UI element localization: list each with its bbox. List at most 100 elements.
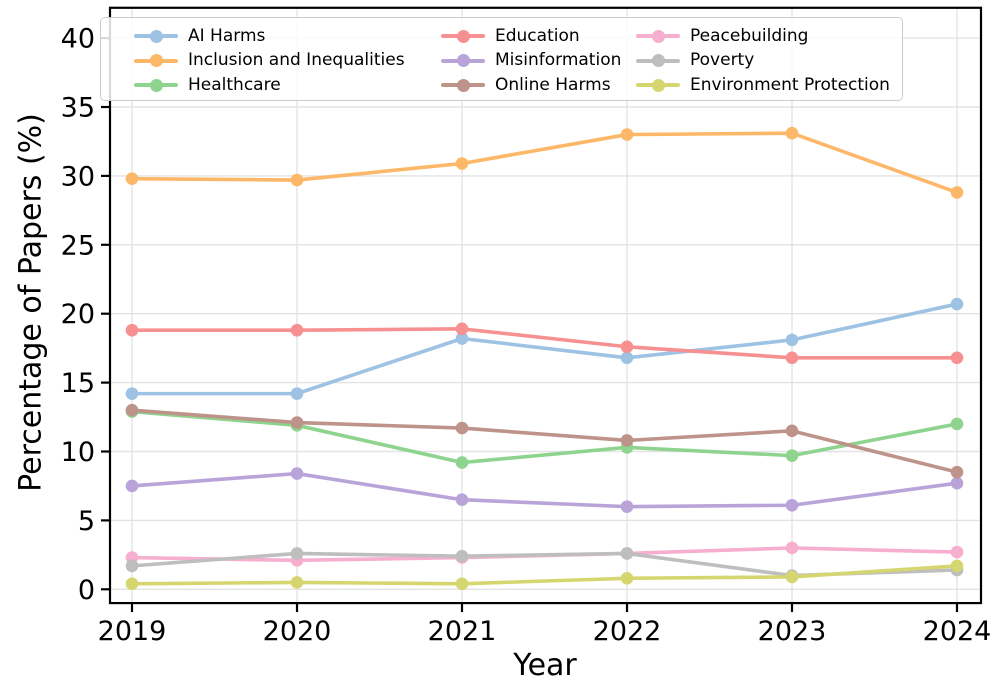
legend-label-poverty: Poverty	[690, 50, 755, 71]
data-point-environment-protection	[620, 571, 634, 585]
data-point-ai-harms	[290, 387, 304, 400]
legend-label-ai-harms: AI Harms	[188, 25, 266, 46]
series-line-online-harms	[130, 408, 959, 474]
data-point-ai-harms	[785, 333, 799, 347]
legend-label-healthcare: Healthcare	[188, 74, 281, 95]
x-tick-label: 2021	[428, 616, 497, 647]
data-point-ai-harms	[455, 332, 469, 345]
data-point-inclusion-and-inequalities	[620, 128, 634, 141]
data-point-peacebuilding	[785, 541, 799, 555]
legend-dot-icon	[149, 29, 163, 43]
data-point-online-harms	[785, 424, 799, 438]
data-point-education	[785, 351, 799, 365]
data-point-poverty	[620, 547, 634, 560]
legend-dot-icon	[651, 78, 665, 92]
x-tick-label: 2020	[263, 616, 332, 647]
x-tick-label: 2024	[923, 616, 992, 647]
data-point-online-harms	[290, 416, 304, 429]
legend-entry-ai-harms: AI Harms	[134, 25, 441, 46]
legend-dot-icon	[651, 54, 665, 68]
data-point-ai-harms	[950, 297, 964, 311]
data-point-environment-protection	[785, 570, 799, 584]
series-line-misinformation	[130, 471, 959, 509]
data-point-environment-protection	[950, 559, 964, 573]
data-point-online-harms	[125, 403, 139, 417]
y-tick-label: 5	[78, 506, 95, 537]
legend-entry-misinformation: Misinformation	[441, 52, 636, 69]
data-point-peacebuilding	[950, 545, 964, 559]
legend-label-education: Education	[495, 25, 580, 46]
x-axis-label: Year	[513, 648, 577, 683]
data-point-education	[290, 323, 304, 337]
x-tick-label: 2023	[758, 616, 827, 647]
data-point-online-harms	[950, 465, 964, 479]
legend-marker-icon-peacebuilding	[636, 29, 680, 43]
data-point-education	[950, 351, 964, 365]
legend-dot-icon	[456, 29, 470, 43]
legend-marker-icon-education	[441, 29, 485, 43]
legend-label-inclusion-and-inequalities: Inclusion and Inequalities	[188, 50, 405, 71]
legend-entry-healthcare: Healthcare	[134, 74, 441, 95]
data-point-education	[455, 322, 469, 336]
data-point-healthcare	[455, 456, 469, 469]
data-point-environment-protection	[125, 577, 139, 591]
legend-marker-icon-ai-harms	[134, 29, 178, 43]
legend-entry-environment-protection: Environment Protection	[636, 74, 902, 95]
data-point-environment-protection	[455, 577, 469, 591]
data-point-inclusion-and-inequalities	[455, 157, 469, 170]
legend-entry-education: Education	[441, 25, 636, 46]
data-point-poverty	[455, 549, 469, 563]
legend-entry-online-harms: Online Harms	[441, 74, 636, 95]
legend-dot-icon	[651, 29, 665, 43]
legend-label-misinformation: Misinformation	[495, 50, 622, 71]
series-line-healthcare	[130, 409, 959, 465]
y-tick-label: 0	[78, 575, 95, 606]
data-point-misinformation	[620, 500, 634, 513]
data-point-poverty	[125, 559, 139, 573]
y-tick-label: 30	[61, 161, 95, 192]
y-tick-label: 15	[61, 368, 95, 399]
legend-entry-inclusion-and-inequalities: Inclusion and Inequalities	[134, 52, 441, 69]
y-tick-label: 40	[61, 24, 95, 55]
y-tick-label: 10	[61, 437, 95, 468]
y-tick-label: 35	[61, 93, 95, 124]
legend-marker-icon-environment-protection	[636, 78, 680, 92]
legend-entry-poverty: Poverty	[636, 52, 902, 69]
legend-marker-icon-misinformation	[441, 54, 485, 68]
legend-entry-peacebuilding: Peacebuilding	[636, 27, 902, 45]
legend-dot-icon	[456, 54, 470, 68]
y-tick-label: 20	[61, 299, 95, 330]
legend-box: AI Harms Inclusion and Inequalities Health…	[100, 17, 903, 101]
legend-marker-icon-online-harms	[441, 78, 485, 92]
data-point-online-harms	[620, 434, 634, 447]
data-point-misinformation	[950, 476, 964, 490]
data-point-misinformation	[785, 498, 799, 512]
data-point-healthcare	[785, 449, 799, 462]
data-point-ai-harms	[125, 387, 139, 400]
data-point-misinformation	[290, 467, 304, 480]
legend-marker-icon-healthcare	[134, 78, 178, 92]
data-point-poverty	[290, 547, 304, 560]
data-point-inclusion-and-inequalities	[125, 172, 139, 185]
x-tick-label: 2019	[98, 616, 167, 647]
series-line-education	[130, 327, 959, 360]
data-point-inclusion-and-inequalities	[290, 173, 304, 187]
data-point-inclusion-and-inequalities	[785, 126, 799, 140]
legend-label-online-harms: Online Harms	[495, 74, 611, 95]
data-point-education	[620, 340, 634, 354]
data-point-inclusion-and-inequalities	[950, 186, 964, 199]
legend-dot-icon	[149, 78, 163, 92]
y-tick-label: 25	[61, 230, 95, 261]
legend-label-environment-protection: Environment Protection	[690, 74, 890, 95]
data-point-environment-protection	[290, 576, 304, 589]
data-point-online-harms	[455, 421, 469, 435]
legend-marker-icon-inclusion-and-inequalities	[134, 54, 178, 68]
legend-dot-icon	[149, 54, 163, 68]
data-point-ai-harms	[620, 351, 634, 365]
legend-dot-icon	[456, 78, 470, 92]
legend-marker-icon-poverty	[636, 54, 680, 68]
series-line-environment-protection	[130, 564, 959, 586]
data-point-healthcare	[950, 417, 964, 431]
